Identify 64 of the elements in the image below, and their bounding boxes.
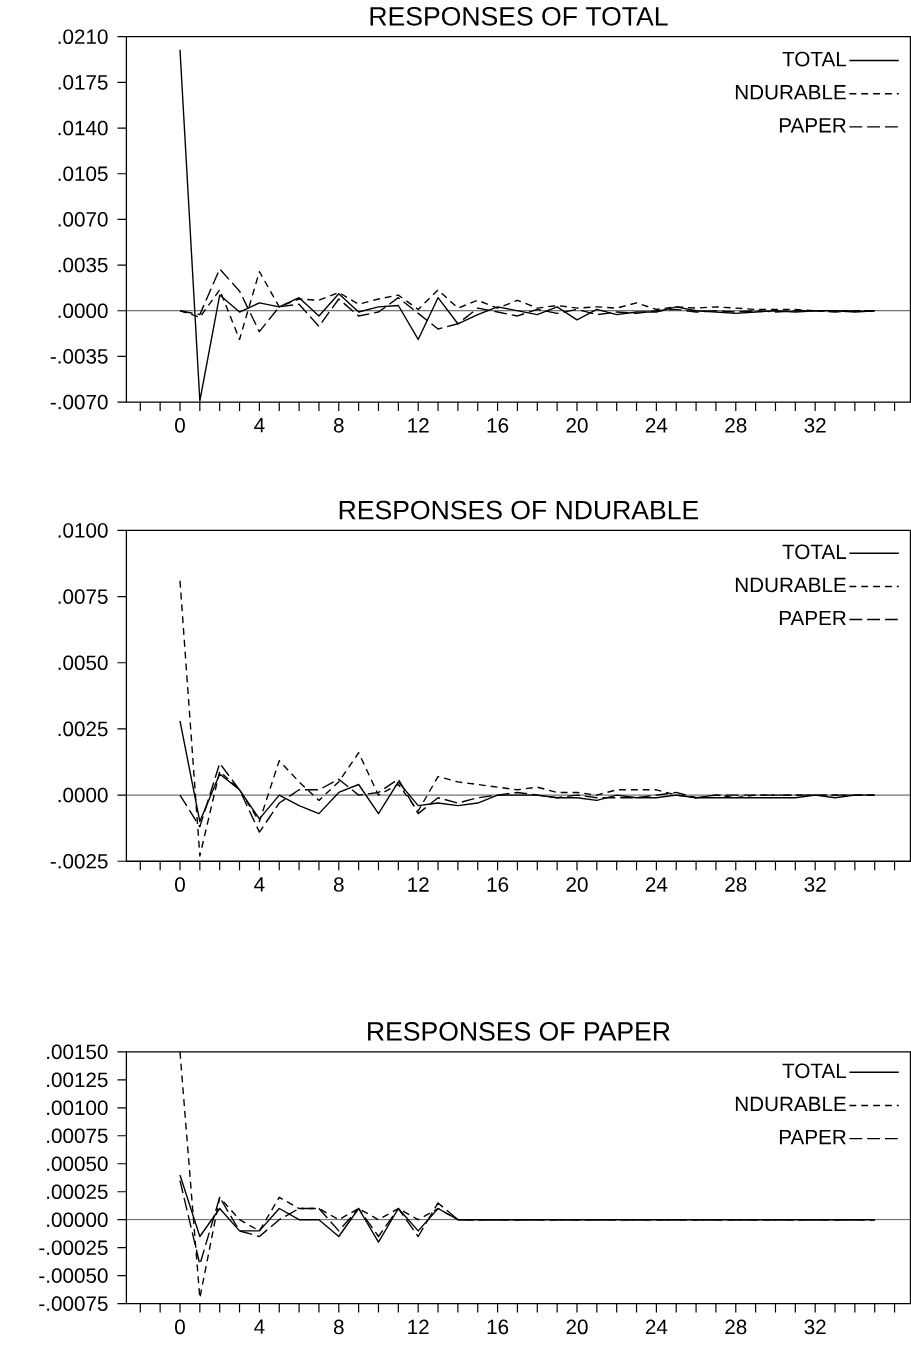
y-tick-label: .0025 bbox=[58, 721, 108, 737]
y-tick-label: -.0070 bbox=[50, 394, 108, 410]
x-tick-label: 16 bbox=[487, 877, 508, 892]
x-tick-label: 4 bbox=[253, 1319, 265, 1334]
legend-label: NDURABLE bbox=[735, 85, 846, 100]
x-tick-label: 20 bbox=[566, 877, 588, 892]
x-tick-label: 32 bbox=[804, 1319, 826, 1335]
legend-label: PAPER bbox=[779, 118, 846, 133]
x-tick-label: 24 bbox=[645, 877, 668, 892]
x-tick-label: 12 bbox=[408, 418, 429, 433]
y-tick-label: .0000 bbox=[58, 787, 108, 803]
legend-label: PAPER bbox=[779, 610, 846, 626]
x-tick-label: 16 bbox=[487, 1319, 508, 1335]
x-tick-label: 32 bbox=[804, 418, 826, 433]
chart-title: RESPONSES OF PAPER bbox=[367, 1022, 670, 1041]
x-tick-label: 0 bbox=[174, 1319, 185, 1335]
y-tick-label: -.00050 bbox=[39, 1268, 108, 1283]
x-tick-label: 8 bbox=[333, 1319, 344, 1335]
y-tick-label: -.0025 bbox=[50, 853, 108, 869]
y-tick-label: .0105 bbox=[58, 166, 108, 182]
y-tick-label: .0140 bbox=[58, 120, 108, 136]
x-tick-label: 24 bbox=[645, 418, 668, 433]
x-tick-label: 32 bbox=[804, 877, 826, 892]
y-tick-label: .00000 bbox=[46, 1212, 108, 1228]
legend-label: NDURABLE bbox=[735, 577, 846, 593]
chart-title: RESPONSES OF TOTAL bbox=[370, 6, 668, 26]
x-tick-label: 16 bbox=[487, 418, 508, 433]
y-tick-label: -.00075 bbox=[39, 1296, 108, 1311]
x-tick-label: 8 bbox=[333, 877, 344, 892]
y-tick-label: .0000 bbox=[58, 303, 108, 319]
y-tick-label: .0075 bbox=[58, 589, 108, 604]
x-tick-label: 28 bbox=[725, 1319, 747, 1335]
y-tick-label: .0035 bbox=[58, 257, 108, 273]
x-tick-label: 4 bbox=[253, 418, 265, 433]
x-tick-label: 24 bbox=[645, 1319, 668, 1335]
y-tick-label: .00075 bbox=[46, 1128, 108, 1144]
x-tick-label: 12 bbox=[408, 877, 429, 892]
y-tick-label: .00150 bbox=[46, 1044, 108, 1060]
x-tick-label: 8 bbox=[333, 418, 344, 433]
y-tick-label: -.0035 bbox=[50, 349, 108, 364]
y-tick-label: .0050 bbox=[58, 655, 108, 671]
y-tick-label: .0175 bbox=[58, 75, 108, 90]
y-tick-label: .0210 bbox=[58, 29, 108, 45]
y-tick-label: .0100 bbox=[58, 523, 108, 538]
y-tick-label: .00100 bbox=[46, 1100, 108, 1116]
y-tick-label: .00025 bbox=[46, 1184, 108, 1200]
chart-title: RESPONSES OF NDURABLE bbox=[339, 500, 698, 520]
y-tick-label: .00050 bbox=[46, 1156, 108, 1172]
x-tick-label: 12 bbox=[408, 1319, 429, 1335]
legend-label: TOTAL bbox=[782, 51, 846, 67]
legend-label: PAPER bbox=[779, 1129, 846, 1145]
x-tick-label: 20 bbox=[566, 418, 588, 433]
x-tick-label: 4 bbox=[253, 877, 265, 892]
x-tick-label: 28 bbox=[725, 877, 747, 892]
y-tick-label: -.00025 bbox=[39, 1240, 108, 1255]
x-tick-label: 0 bbox=[174, 877, 185, 892]
y-tick-label: .0070 bbox=[58, 212, 108, 227]
x-tick-label: 0 bbox=[174, 418, 185, 433]
x-tick-label: 20 bbox=[566, 1319, 588, 1335]
y-tick-label: .00125 bbox=[46, 1072, 108, 1088]
x-tick-label: 28 bbox=[725, 418, 747, 433]
legend-label: NDURABLE bbox=[735, 1096, 846, 1112]
legend-label: TOTAL bbox=[782, 1063, 846, 1079]
legend-label: TOTAL bbox=[782, 544, 846, 560]
